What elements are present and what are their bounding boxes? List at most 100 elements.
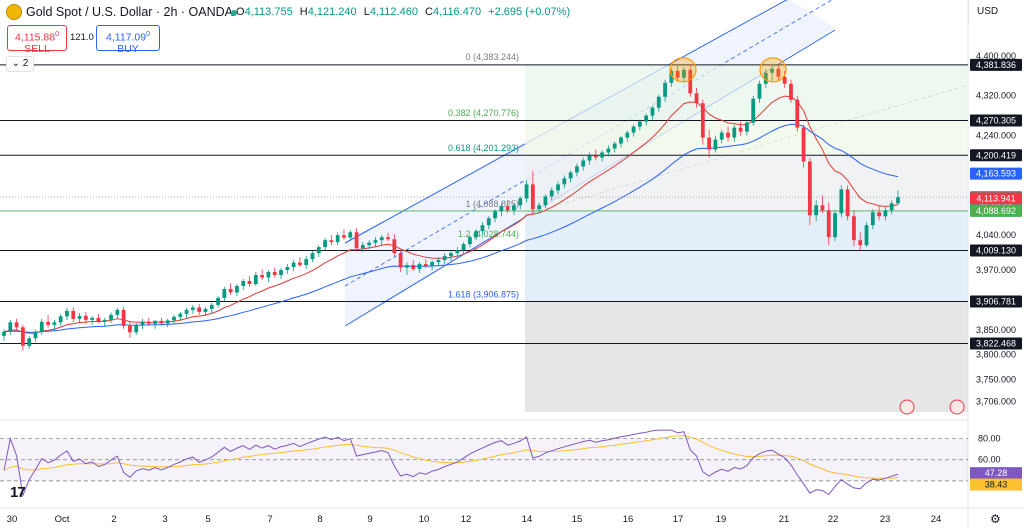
candle-body [518,198,523,206]
candle [115,307,120,319]
price-tag-0-bg [970,167,1022,180]
rsi-pane: 80.00 60.00 47.28 38.43 [0,429,1022,498]
buy-price: 4,117.09 [106,31,147,44]
candle [39,318,44,335]
candle-body [870,212,875,226]
price-tag-0: 4,163.593 [976,169,1016,179]
buy-button[interactable]: 4,117.090 BUY [96,25,160,54]
candle [543,194,548,209]
candle [770,64,774,81]
time-tick-0: 30 [7,514,18,525]
candle [707,129,712,158]
symbol-title[interactable]: Gold Spot / U.S. Dollar · 2h · OANDA [26,5,234,19]
candle [669,68,674,87]
candle-body [700,103,705,138]
candle-body [392,239,397,254]
rsi-value-tag: 47.28 [985,468,1008,478]
rsi-tick-0: 80.00 [978,434,1001,444]
candle [2,329,6,341]
candle [870,209,875,230]
sell-button[interactable]: 4,115.880 SELL [7,25,67,54]
candle-body [568,172,573,179]
candle [178,311,183,321]
candle [845,185,850,221]
candle-body [285,267,290,271]
time-tick-15: 21 [779,514,790,525]
candle [499,203,504,217]
candle [216,295,220,308]
low-label: L [363,6,370,18]
candle [763,69,768,88]
sell-price: 4,115.88 [15,31,56,44]
candle [335,232,340,246]
candle-body [14,322,19,328]
candle [512,203,516,216]
time-tick-5: 7 [267,514,272,525]
zones [525,64,968,412]
candle [20,324,25,351]
candle [417,262,422,274]
candle [656,94,661,112]
candle [298,257,302,268]
candle [247,276,252,287]
candle-body [732,127,737,138]
candle [128,321,132,338]
candle [505,200,510,214]
level-tag-3-bg [970,244,1022,257]
candle [197,303,202,315]
candle [682,66,686,83]
candle-body [694,93,699,104]
candle [83,311,88,324]
price-tick-6: 3,850.000 [976,325,1016,335]
candle [121,306,126,329]
candle-body [493,211,497,219]
settings-gear-icon[interactable]: ⚙ [990,512,1001,526]
price-tick-0: 4,400.000 [976,51,1016,61]
level-tag-1: 4,270.305 [976,115,1016,125]
candle-body [833,213,837,238]
time-tick-4: 5 [205,514,210,525]
candle-body [121,309,126,326]
candle [650,105,655,120]
candle [568,170,573,183]
candle-body [379,237,384,241]
tradingview-logo-icon[interactable]: 17 [10,484,26,501]
candle [398,250,403,273]
candle-body [556,184,560,191]
time-tick-16: 22 [828,514,839,525]
open-label: O [236,6,245,18]
candle-body [436,260,441,263]
candle-body [663,82,667,97]
candle [386,232,390,242]
candle [745,120,749,136]
indicators-collapse-button[interactable]: ⌄ 2 [6,56,34,72]
level-tag-2: 4,200.419 [976,150,1016,160]
level-tag-4: 3,906.781 [976,297,1016,307]
candle [839,185,844,218]
candle [260,269,265,281]
candle [820,195,825,214]
rsi-tick-1: 60.00 [978,455,1001,465]
currency-selector[interactable]: USD [968,0,1024,24]
candle-body [467,237,472,245]
candle [694,87,699,108]
rsi-ma-tag-bg [970,478,1022,491]
candle [436,257,441,267]
candle-body [581,160,586,167]
time-tick-2: 2 [111,514,116,525]
candle-body [858,240,863,246]
time-tick-7: 9 [367,514,372,525]
candle-body [310,253,315,260]
candle-body [58,316,63,323]
rsi-value-tag-bg [970,467,1022,480]
fib-zone-3 [525,210,968,302]
close-value: 4,116.470 [432,6,482,18]
time-tick-12: 16 [623,514,634,525]
candle-body [2,331,6,336]
level-tag-1-bg [970,114,1022,127]
candle-body [719,132,724,140]
candle [266,270,271,283]
time-tick-1: Oct [55,514,70,525]
candle [46,314,50,328]
